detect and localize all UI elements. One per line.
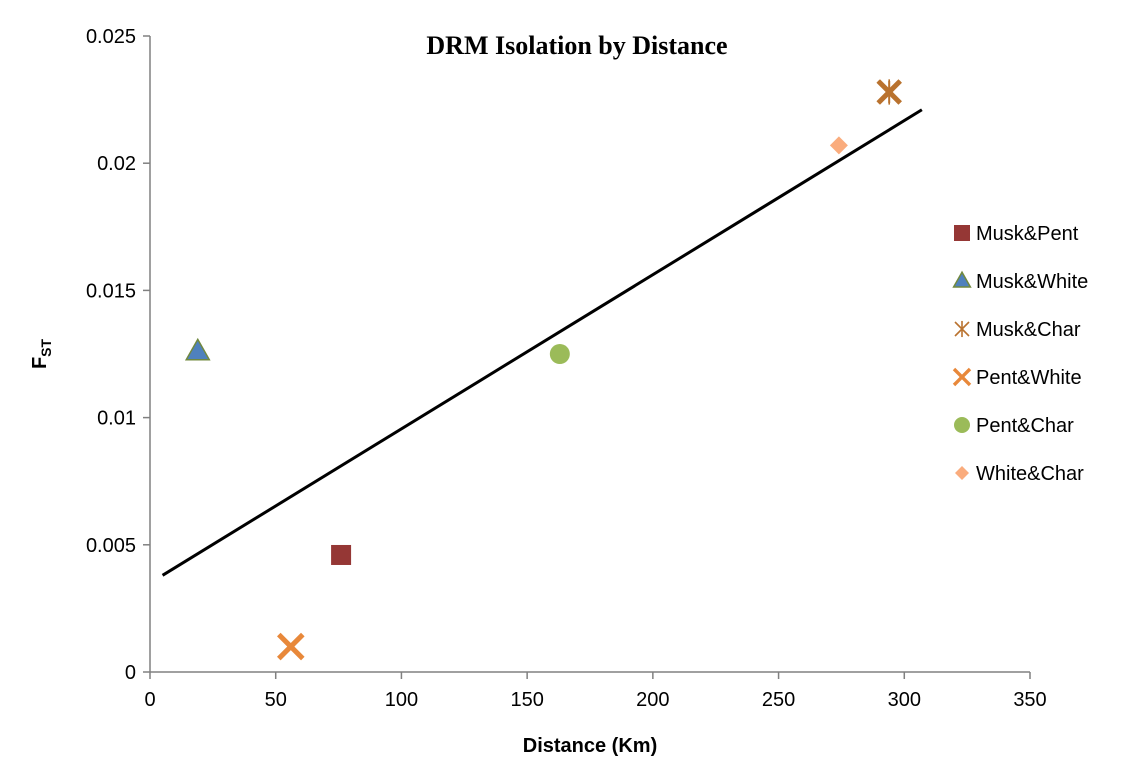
x-tick-label: 250	[762, 689, 795, 711]
legend-marker-musk-pent	[954, 225, 970, 241]
legend-item-musk-white: Musk&White	[952, 270, 1088, 293]
y-axis-title-sub: ST	[38, 338, 54, 356]
y-tick-label: 0.025	[86, 26, 136, 48]
legend-marker-pent-white	[952, 367, 972, 387]
y-tick-label: 0.01	[97, 408, 136, 430]
y-tick-label: 0.02	[97, 153, 136, 175]
y-axis-title-main: F	[29, 357, 51, 369]
y-tick-label: 0.005	[86, 535, 136, 557]
point-pent-char	[549, 344, 570, 364]
point-musk-pent	[331, 544, 352, 565]
legend-item-pent-char: Pent&Char	[954, 415, 1074, 437]
chart-title: DRM Isolation by Distance	[426, 31, 727, 60]
point-musk-char-overlay	[876, 79, 902, 105]
legend-item-musk-pent: Musk&Pent	[954, 223, 1079, 245]
legend-marker-musk-char	[954, 320, 970, 338]
legend-marker-white-char	[955, 466, 969, 480]
y-ticks: 0 0.005 0.01 0.015 0.02 0.025	[86, 26, 150, 684]
legend-label-musk-white: Musk&White	[976, 271, 1088, 293]
legend-marker-pent-char	[954, 417, 970, 433]
x-tick-label: 0	[144, 689, 155, 711]
legend-marker-musk-white	[952, 270, 972, 288]
y-axis-title: FST	[29, 338, 54, 369]
y-tick-label: 0	[125, 662, 136, 684]
point-white-char	[829, 136, 848, 155]
legend-label-white-char: White&Char	[976, 463, 1084, 485]
point-pent-white	[277, 632, 305, 661]
x-tick-label: 200	[636, 689, 669, 711]
point-musk-white	[184, 337, 211, 361]
x-axis-title: Distance (Km)	[523, 735, 657, 757]
legend-label-musk-char: Musk&Char	[976, 319, 1081, 341]
x-tick-label: 300	[888, 689, 921, 711]
legend-item-pent-white: Pent&White	[952, 367, 1082, 389]
legend-label-pent-char: Pent&Char	[976, 415, 1074, 437]
x-tick-label: 50	[265, 689, 287, 711]
legend-item-white-char: White&Char	[955, 463, 1084, 485]
legend-label-musk-pent: Musk&Pent	[976, 223, 1079, 245]
x-tick-label: 150	[510, 689, 543, 711]
svg-text:FST: FST	[29, 338, 54, 369]
legend-label-pent-white: Pent&White	[976, 367, 1082, 389]
trendline	[161, 108, 923, 577]
legend-item-musk-char: Musk&Char	[954, 319, 1081, 341]
data-points	[184, 79, 902, 661]
x-tick-label: 100	[385, 689, 418, 711]
y-tick-label: 0.015	[86, 280, 136, 302]
x-tick-label: 350	[1013, 689, 1046, 711]
legend: Musk&Pent Musk&White Musk&Char Pent&White Pe…	[952, 223, 1088, 485]
x-ticks: 0 50 100 150 200 250 300 350	[144, 672, 1047, 711]
axes: 0 0.005 0.01 0.015 0.02 0.025 0 50 100 150 200 250…	[86, 26, 1047, 711]
